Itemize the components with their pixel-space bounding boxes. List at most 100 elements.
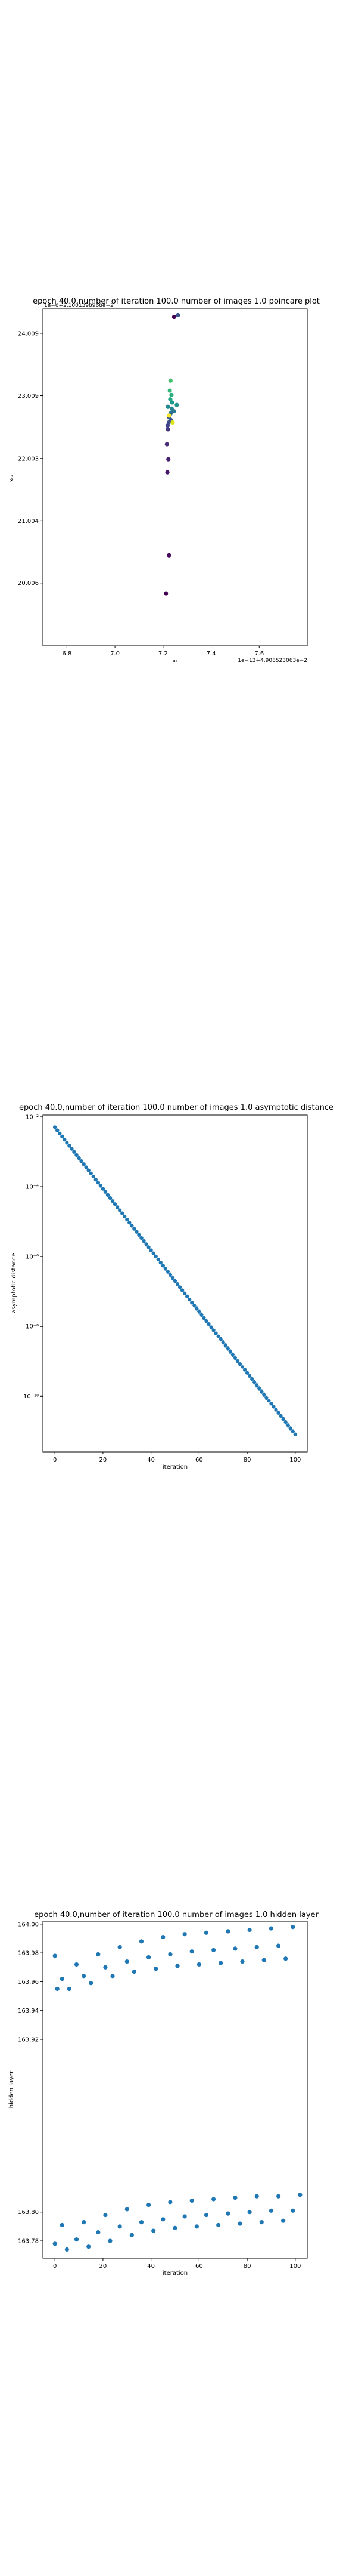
hidden-layer-y-ticks: 163.78 163.80 163.92 163.94 163.96 163.98 164.… <box>18 1921 43 2245</box>
data-point <box>204 1930 209 1935</box>
data-point <box>204 2212 209 2218</box>
data-point <box>60 1134 64 1139</box>
data-point <box>110 1199 115 1203</box>
data-point <box>194 2224 199 2229</box>
data-point <box>288 1426 292 1431</box>
data-point <box>209 1325 213 1329</box>
data-point <box>242 1368 247 1372</box>
data-point <box>180 1288 185 1292</box>
data-point <box>168 1952 173 1957</box>
data-point <box>103 2212 108 2218</box>
data-point <box>238 1362 242 1366</box>
data-point <box>190 1300 194 1305</box>
data-point <box>96 1952 101 1957</box>
data-point <box>177 1285 182 1289</box>
data-point <box>189 2198 194 2203</box>
data-point <box>86 2244 91 2249</box>
data-point <box>233 1355 238 1360</box>
y-tick-label: 10⁻⁶ <box>26 1254 39 1261</box>
x-tick-label: 80 <box>244 2263 251 2270</box>
data-point <box>269 1926 274 1931</box>
data-point <box>110 1974 115 1979</box>
data-point <box>173 1278 177 1283</box>
data-point <box>189 1949 194 1954</box>
data-point <box>117 2224 122 2229</box>
data-point <box>158 1260 163 1265</box>
x-tick-label: 0 <box>53 1457 57 1463</box>
hidden-layer-x-ticks: 0 20 40 60 80 100 <box>53 2258 301 2270</box>
data-point <box>139 1236 144 1240</box>
data-point <box>98 1184 103 1188</box>
asymptotic-chart: epoch 40.0,number of iteration 100.0 num… <box>11 1103 333 1470</box>
data-point <box>124 1959 129 1964</box>
data-point <box>146 2203 151 2207</box>
data-point <box>89 1171 93 1175</box>
data-point <box>108 2238 113 2243</box>
data-point <box>274 1408 278 1412</box>
asymptotic-xlabel: iteration <box>163 1464 188 1470</box>
x-tick-label: 60 <box>195 1457 203 1463</box>
data-point <box>260 1389 264 1394</box>
data-point <box>174 402 179 407</box>
data-point <box>117 1945 122 1950</box>
data-point <box>52 1953 57 1958</box>
data-point <box>146 1955 151 1959</box>
data-point <box>247 1927 252 1933</box>
data-point <box>173 2225 177 2230</box>
data-point <box>156 1257 160 1262</box>
y-tick-label: 10⁻⁸ <box>26 1324 39 1330</box>
data-point <box>276 2194 281 2199</box>
data-point <box>139 2220 144 2225</box>
hidden-layer-ylabel: hidden layer <box>8 2070 15 2108</box>
data-point <box>129 2233 134 2237</box>
data-point <box>211 2197 216 2202</box>
x-tick-label: 7.0 <box>110 651 120 657</box>
data-point <box>154 1967 158 1971</box>
data-point <box>113 1202 117 1206</box>
data-point <box>125 1217 129 1222</box>
data-point <box>52 1125 57 1129</box>
data-point <box>79 1159 83 1163</box>
data-point <box>240 1365 245 1369</box>
data-point <box>135 1230 139 1234</box>
x-tick-label: 40 <box>147 2263 155 2270</box>
data-point <box>221 1340 225 1345</box>
data-point <box>115 1205 120 1209</box>
poincare-xlabel: xₜ <box>173 658 177 664</box>
data-point <box>167 413 172 418</box>
data-point <box>132 1227 136 1231</box>
data-point <box>149 1248 153 1252</box>
data-point <box>96 2230 101 2235</box>
data-point <box>120 1211 124 1215</box>
data-point <box>168 397 173 402</box>
data-point <box>86 1168 91 1172</box>
data-point <box>168 1272 173 1277</box>
data-point <box>166 427 170 432</box>
data-point <box>77 1156 81 1160</box>
data-point <box>169 392 174 397</box>
data-point <box>204 1318 208 1323</box>
data-point <box>240 1959 245 1964</box>
data-point <box>60 2222 64 2228</box>
data-point <box>93 1177 98 1182</box>
data-point <box>247 1374 252 1379</box>
data-point <box>272 1405 276 1409</box>
hidden-layer-axes <box>42 1921 308 2259</box>
data-point <box>67 1986 71 1992</box>
data-point <box>72 1150 76 1154</box>
y-tick-label: 163.78 <box>18 2238 39 2245</box>
data-point <box>74 1153 79 1157</box>
data-point <box>197 1309 201 1314</box>
data-point <box>65 1141 69 1145</box>
y-tick-label: 163.96 <box>18 1979 39 1986</box>
data-point <box>233 1946 238 1951</box>
y-tick-label: 24.009 <box>18 330 39 337</box>
data-point <box>230 1352 235 1357</box>
data-point <box>164 591 169 596</box>
y-tick-label: 22.003 <box>18 456 39 462</box>
data-point <box>283 1956 288 1961</box>
asymptotic-x-ticks: 0 20 40 60 80 100 <box>53 1452 301 1463</box>
y-tick-label: 20.006 <box>18 580 39 587</box>
x-tick-label: 7.6 <box>254 651 264 657</box>
data-point <box>279 1414 283 1419</box>
